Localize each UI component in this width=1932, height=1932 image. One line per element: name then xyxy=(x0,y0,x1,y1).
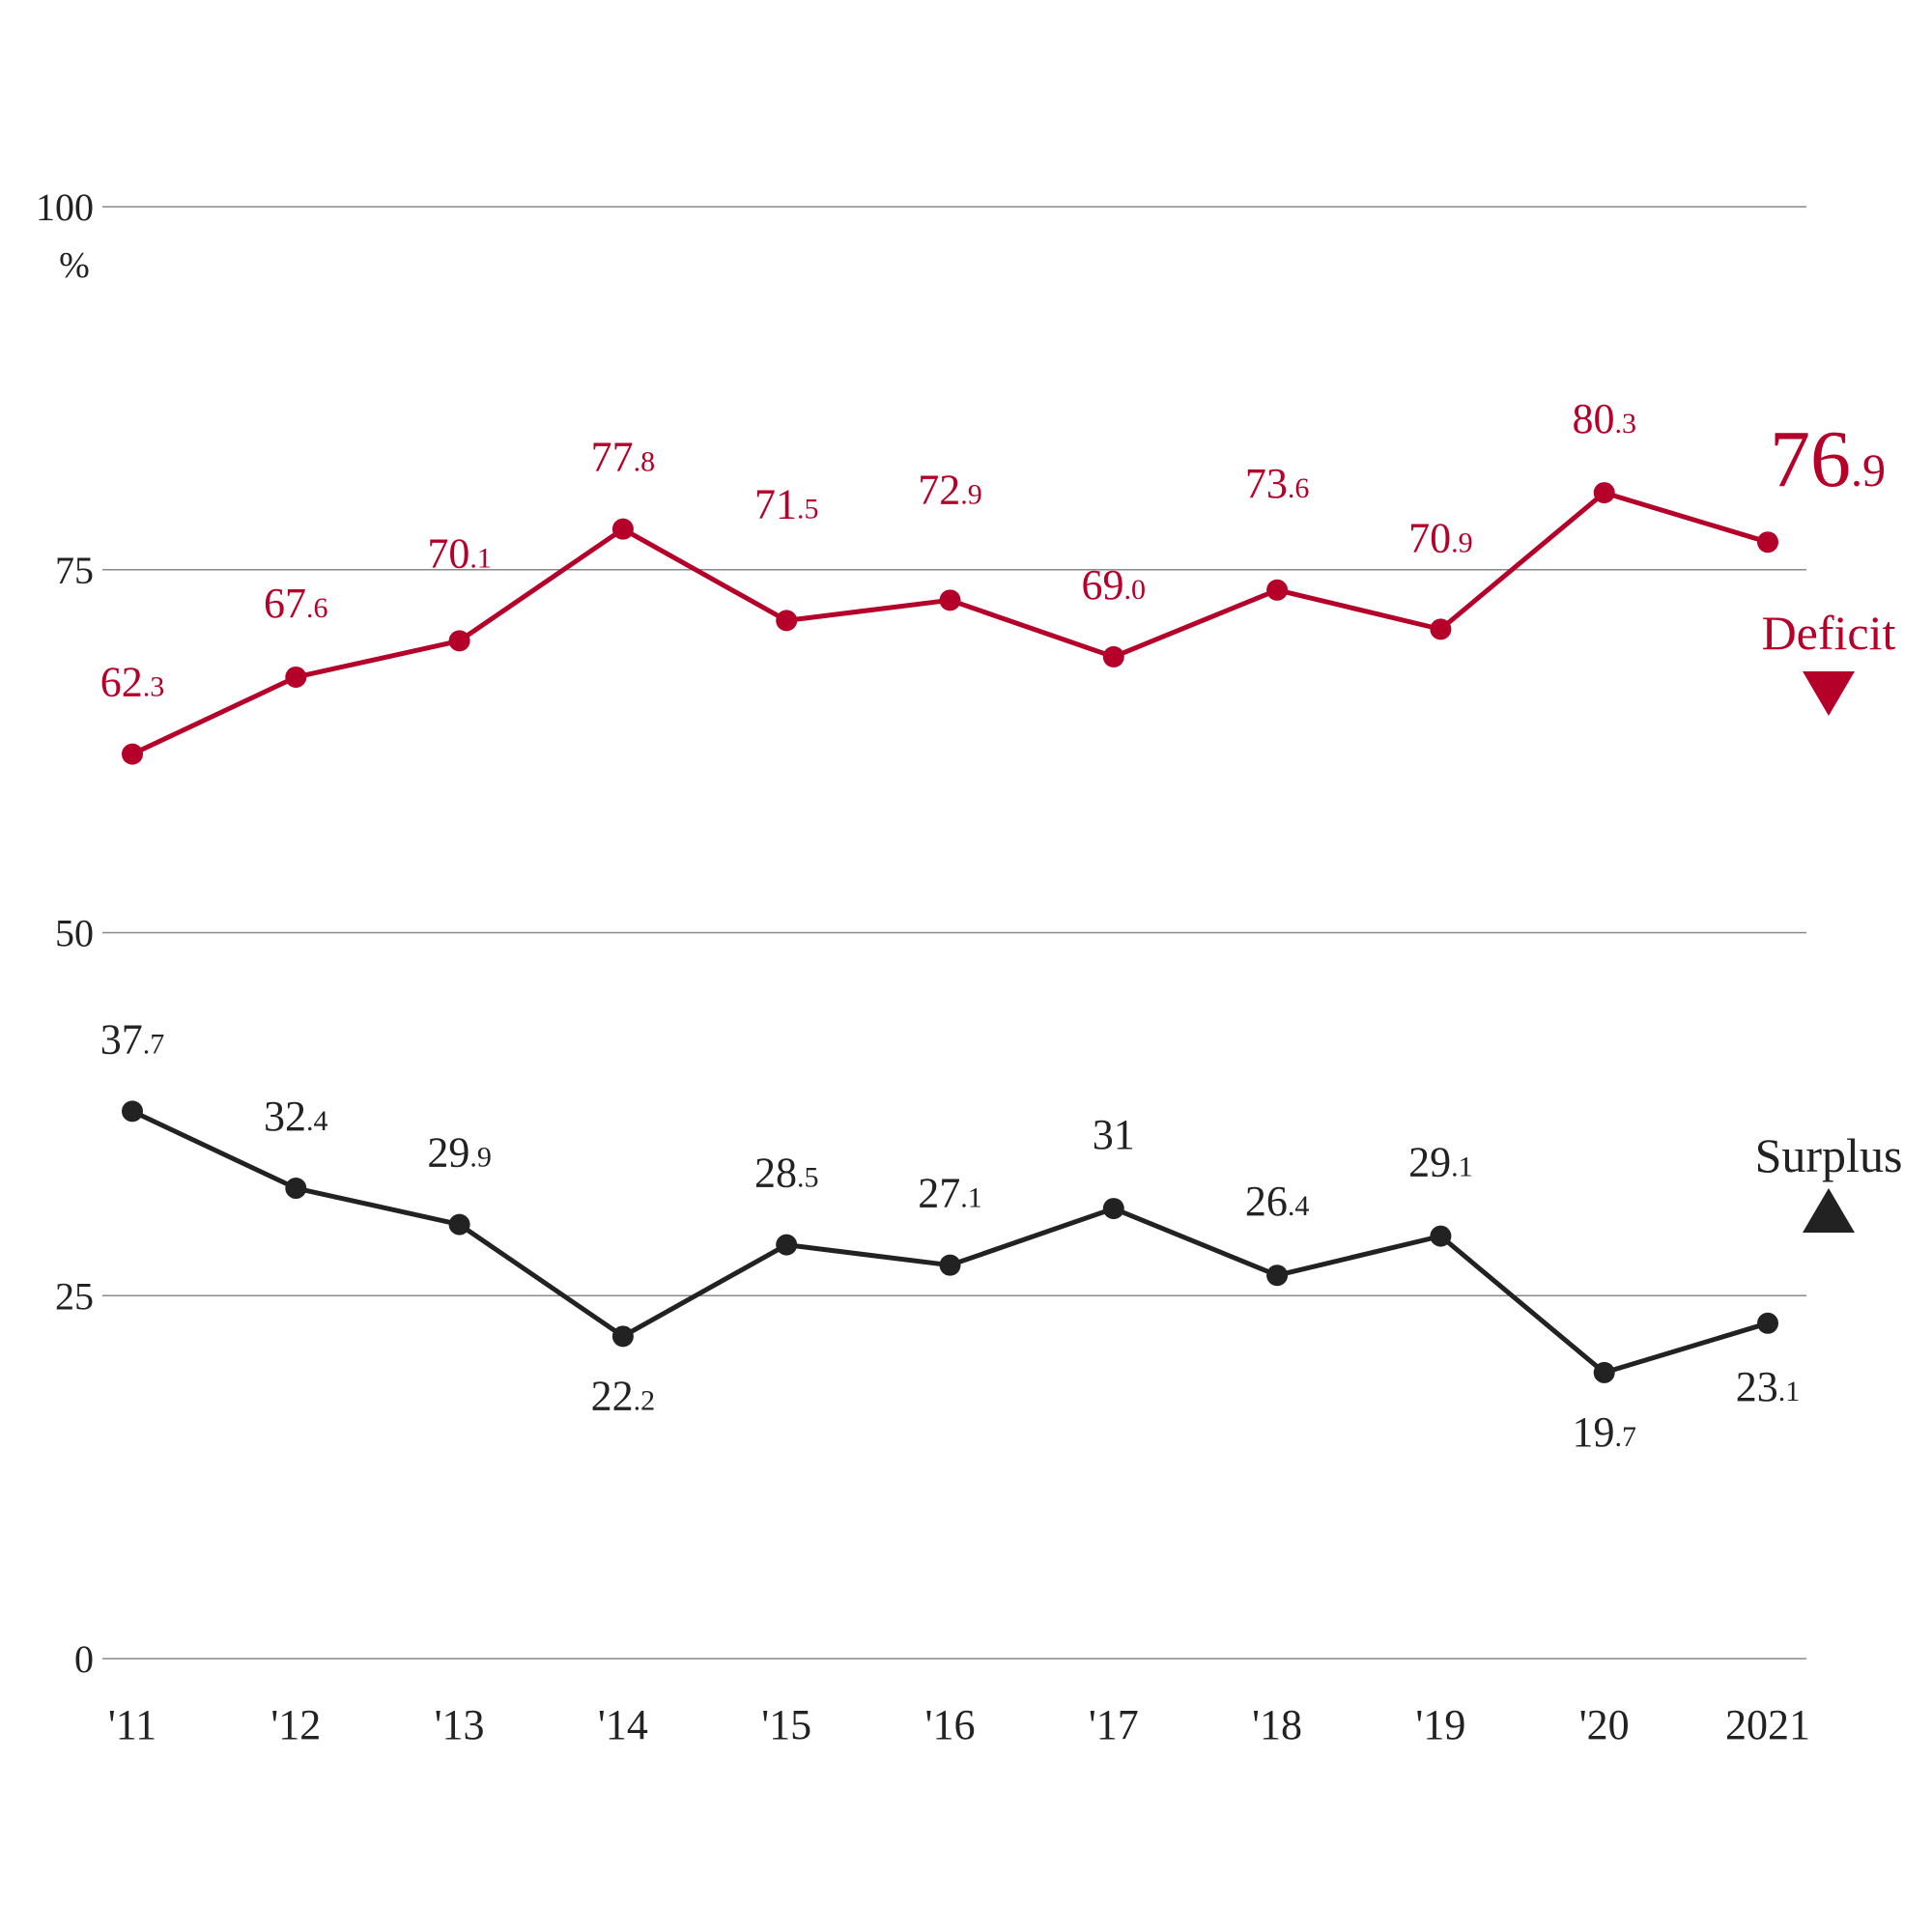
data-label: 77.8 xyxy=(591,434,656,481)
legend-deficit-label: Deficit xyxy=(1762,606,1896,660)
up-triangle-icon xyxy=(1803,1188,1855,1233)
data-label: 28.5 xyxy=(754,1150,819,1197)
surplus-point xyxy=(122,1100,143,1122)
down-triangle-icon xyxy=(1803,671,1855,716)
deficit-point xyxy=(122,743,143,765)
legend-surplus-label: Surplus xyxy=(1755,1128,1903,1182)
legend: Deficit Surplus xyxy=(1755,606,1903,1233)
deficit-point xyxy=(776,610,798,632)
surplus-point xyxy=(776,1234,798,1256)
data-label: 23.1 xyxy=(1736,1363,1801,1410)
deficit-point xyxy=(611,518,634,540)
deficit-point xyxy=(1266,579,1289,601)
data-label: 19.7 xyxy=(1572,1408,1636,1456)
y-axis: % 0 25 50 75 100 xyxy=(36,185,94,1681)
data-label: 29.9 xyxy=(427,1129,491,1177)
series: 62.3 67.6 70.1 77.8 71.5 72.9 69.0 73.6 70.9 80.3… xyxy=(100,395,1886,1456)
deficit-point xyxy=(1593,482,1615,504)
x-tick-label: '16 xyxy=(925,1701,976,1748)
x-tick-label: '12 xyxy=(270,1701,321,1748)
surplus-point xyxy=(939,1254,961,1276)
data-label: 71.5 xyxy=(754,480,819,527)
data-label: 67.6 xyxy=(264,580,328,627)
surplus-point xyxy=(611,1325,634,1348)
surplus-point xyxy=(1757,1312,1778,1334)
data-label: 70.9 xyxy=(1408,514,1473,561)
y-tick-label: 25 xyxy=(55,1274,94,1318)
surplus-point xyxy=(1430,1225,1452,1247)
data-label: 69.0 xyxy=(1082,561,1147,609)
deficit-point xyxy=(1430,618,1452,640)
y-tick-label: 0 xyxy=(74,1637,94,1681)
x-tick-label: '11 xyxy=(108,1701,156,1748)
series-surplus: 37.7 32.4 29.9 22.2 28.5 27.1 31 26.4 29.1 19.7 23… xyxy=(100,1015,1801,1456)
series-deficit: 62.3 67.6 70.1 77.8 71.5 72.9 69.0 73.6 70.9 80.3… xyxy=(100,395,1886,765)
deficit-point xyxy=(285,666,307,688)
data-label: 29.1 xyxy=(1408,1139,1473,1186)
x-tick-label: '18 xyxy=(1252,1701,1302,1748)
deficit-point xyxy=(1757,531,1778,554)
y-unit-label: % xyxy=(59,245,90,286)
deficit-point xyxy=(939,589,961,611)
data-label: 32.4 xyxy=(264,1093,328,1140)
gridlines xyxy=(102,206,1806,1660)
data-label: 76.9 xyxy=(1770,414,1886,504)
deficit-point xyxy=(1102,645,1124,668)
data-label: 31 xyxy=(1093,1111,1135,1158)
data-label: 22.2 xyxy=(591,1372,656,1419)
deficit-point xyxy=(448,630,470,652)
deficit-line xyxy=(130,490,1769,756)
data-label: 27.1 xyxy=(918,1170,982,1217)
x-tick-label: '14 xyxy=(598,1701,648,1748)
surplus-line xyxy=(130,1109,1769,1376)
y-tick-label: 75 xyxy=(55,549,94,592)
x-axis: '11 '12 '13 '14 '15 '16 '17 '18 '19 '20 2021 xyxy=(108,1701,1810,1748)
x-tick-label: '20 xyxy=(1579,1701,1630,1748)
y-tick-label: 100 xyxy=(36,185,94,229)
data-label: 37.7 xyxy=(100,1015,165,1063)
data-label: 70.1 xyxy=(427,529,491,577)
data-label: 62.3 xyxy=(100,659,165,706)
surplus-point xyxy=(285,1178,307,1200)
x-tick-label: '17 xyxy=(1089,1701,1139,1748)
x-tick-label: '15 xyxy=(761,1701,811,1748)
surplus-point xyxy=(1102,1198,1124,1220)
data-label: 80.3 xyxy=(1572,395,1636,442)
x-tick-label: '13 xyxy=(435,1701,485,1748)
surplus-point xyxy=(448,1213,470,1236)
data-label: 72.9 xyxy=(918,466,982,513)
x-tick-label: '19 xyxy=(1415,1701,1465,1748)
surplus-point xyxy=(1593,1361,1615,1383)
x-tick-label: 2021 xyxy=(1725,1701,1810,1748)
surplus-point xyxy=(1266,1264,1289,1287)
data-label: 73.6 xyxy=(1245,460,1310,507)
data-label: 26.4 xyxy=(1245,1178,1310,1225)
y-tick-label: 50 xyxy=(55,912,94,955)
